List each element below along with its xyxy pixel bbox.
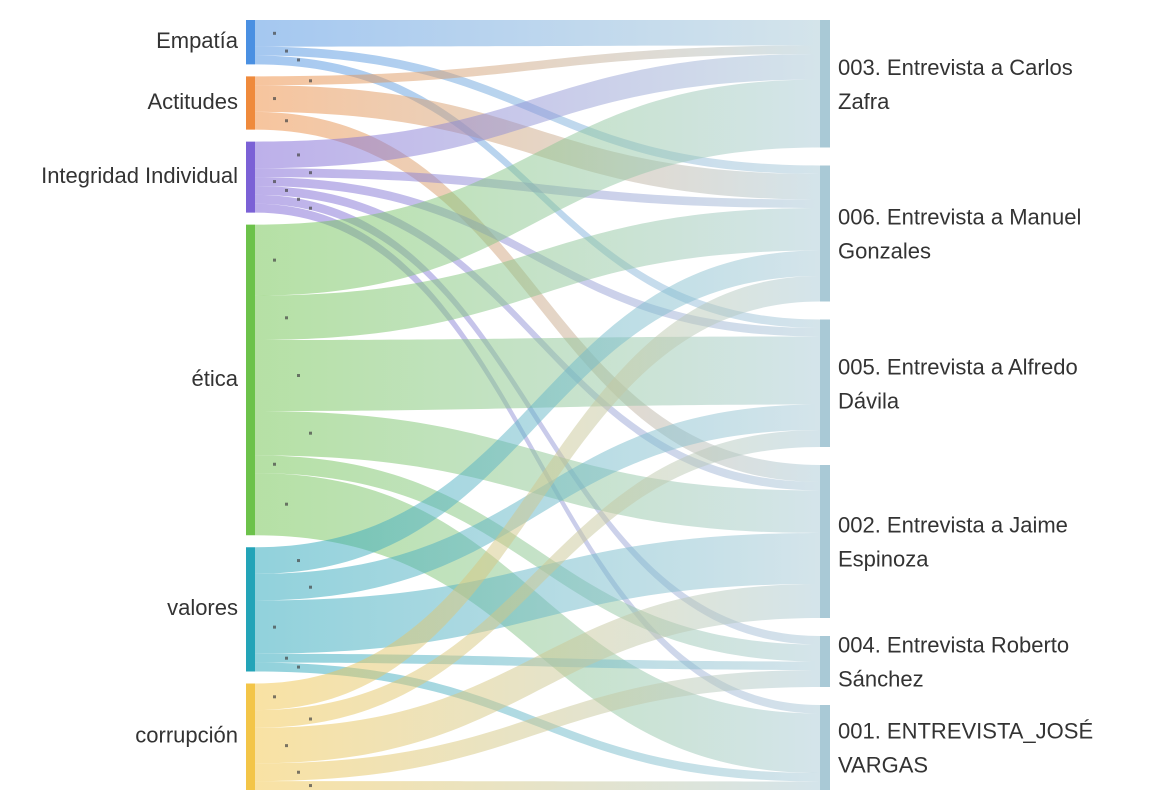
- flow-marker: [297, 58, 300, 62]
- source-node-corrupcion[interactable]: [246, 683, 255, 791]
- flow-marker: [273, 625, 276, 629]
- flow-etica-e006[interactable]: [255, 208, 820, 340]
- source-label-corrupcion: corrupción: [135, 723, 238, 748]
- source-label-integridad: Integridad Individual: [41, 163, 238, 188]
- source-label-actitudes: Actitudes: [148, 89, 239, 114]
- flow-marker: [285, 656, 288, 660]
- flow-marker: [273, 695, 276, 699]
- target-label-e005: 005. Entrevista a Alfredo Dávila: [838, 354, 1078, 413]
- target-node-e001[interactable]: [820, 705, 830, 790]
- flow-valores-e006[interactable]: [255, 250, 820, 574]
- flow-marker: [273, 462, 276, 466]
- target-node-e002[interactable]: [820, 465, 830, 618]
- flow-marker: [273, 31, 276, 35]
- flow-marker: [285, 188, 288, 192]
- flow-integridad-e003[interactable]: [255, 54, 820, 169]
- flow-etica-e001[interactable]: [255, 473, 820, 773]
- flow-marker: [297, 197, 300, 201]
- source-node-empatia[interactable]: [246, 20, 255, 65]
- flow-corrupcion-e001[interactable]: [255, 781, 820, 790]
- flow-etica-e004[interactable]: [255, 455, 820, 662]
- flow-etica-e002[interactable]: [255, 411, 820, 533]
- target-label-e001: 001. ENTREVISTA_JOSÉ VARGAS: [838, 719, 1093, 778]
- flow-marker: [297, 665, 300, 669]
- source-label-valores: valores: [167, 595, 238, 620]
- flow-actitudes-e003[interactable]: [255, 45, 820, 86]
- target-node-e006[interactable]: [820, 165, 830, 302]
- target-label-e004: 004. Entrevista Roberto Sánchez: [838, 633, 1069, 692]
- flow-valores-e002[interactable]: [255, 533, 820, 654]
- target-node-e005[interactable]: [820, 319, 830, 448]
- target-label-e002: 002. Entrevista a Jaime Espinoza: [838, 513, 1068, 572]
- sankey-nodes: [246, 20, 830, 790]
- flow-marker: [297, 374, 300, 377]
- flow-marker: [309, 171, 312, 175]
- sankey-labels: Empatía Actitudes Integridad Individual éti…: [41, 28, 1093, 778]
- flow-empatia-e003[interactable]: [255, 20, 820, 47]
- target-label-e003: 003. Entrevista a Carlos Zafra: [838, 55, 1073, 114]
- flow-marker: [285, 744, 288, 748]
- source-node-actitudes[interactable]: [246, 76, 255, 130]
- flow-marker: [309, 79, 312, 83]
- sankey-links: [255, 20, 820, 790]
- flow-marker: [309, 206, 312, 210]
- flow-marker: [273, 258, 276, 262]
- source-node-etica[interactable]: [246, 224, 255, 536]
- flow-etica-e003[interactable]: [255, 79, 820, 296]
- flow-marker: [273, 180, 276, 184]
- source-node-valores[interactable]: [246, 547, 255, 672]
- flow-marker: [309, 717, 312, 721]
- flow-marker: [285, 316, 288, 320]
- flow-etica-e005[interactable]: [255, 336, 820, 412]
- flow-marker: [285, 502, 288, 506]
- target-label-e006: 006. Entrevista a Manuel Gonzales: [838, 205, 1081, 264]
- flow-marker: [273, 97, 276, 101]
- flow-corrupcion-e005[interactable]: [255, 430, 820, 728]
- source-node-integridad[interactable]: [246, 141, 255, 213]
- flow-marker: [309, 585, 312, 589]
- source-label-empatia: Empatía: [156, 28, 239, 53]
- flow-marker: [285, 119, 288, 123]
- source-label-etica: ética: [192, 366, 239, 391]
- flow-corrupcion-e006[interactable]: [255, 276, 820, 711]
- flow-actitudes-e006[interactable]: [255, 85, 820, 200]
- flow-marker: [285, 49, 288, 53]
- flow-marker: [297, 153, 300, 157]
- flow-marker: [297, 770, 300, 774]
- flow-marker: [309, 784, 312, 788]
- flow-corrupcion-e004[interactable]: [255, 670, 820, 782]
- target-node-e004[interactable]: [820, 636, 830, 687]
- flow-marker: [309, 431, 312, 435]
- flow-actitudes-e002[interactable]: [255, 111, 820, 482]
- flow-marker: [297, 559, 300, 563]
- target-node-e003[interactable]: [820, 20, 830, 148]
- flow-corrupcion-e002[interactable]: [255, 584, 820, 764]
